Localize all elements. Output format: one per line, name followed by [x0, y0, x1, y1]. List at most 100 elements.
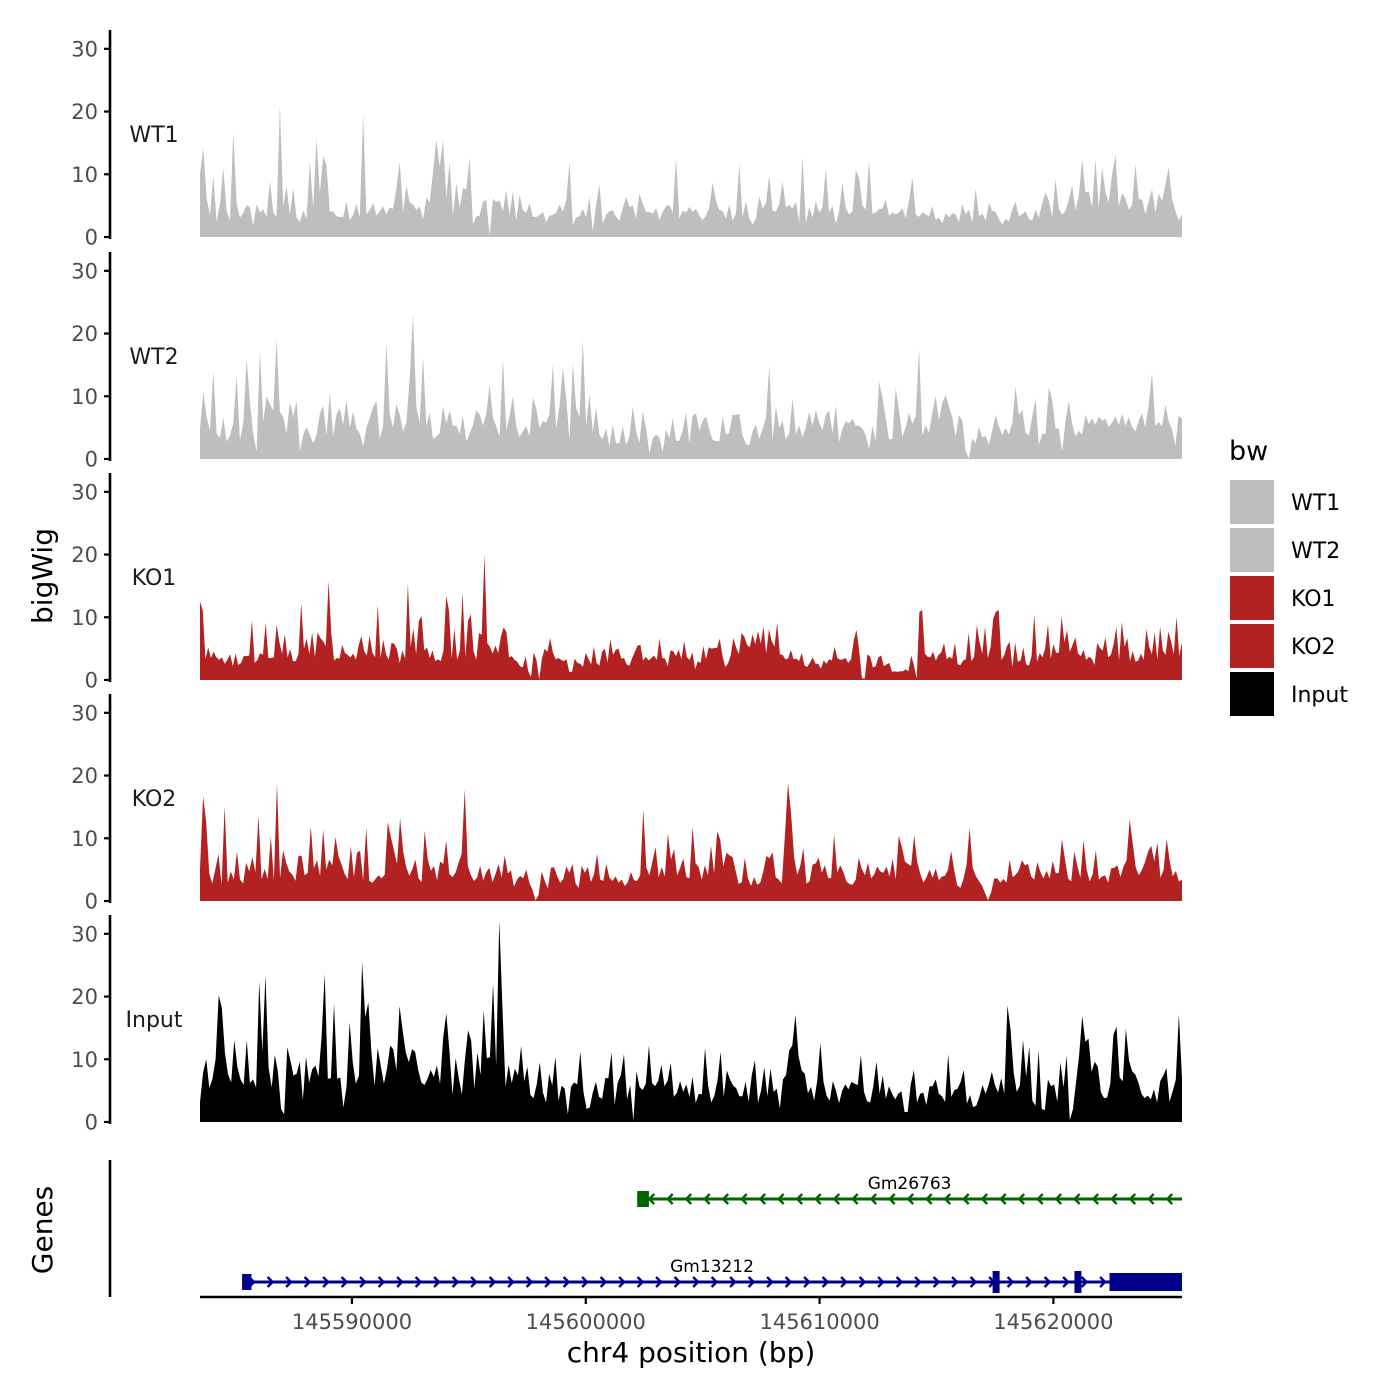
strand-arrow: [359, 1276, 367, 1288]
y-tick-label: 0: [85, 1111, 98, 1135]
y-axis-title: bigWig: [26, 528, 59, 624]
y-tick-label: 20: [71, 543, 98, 567]
exon: [1074, 1271, 1082, 1293]
strand-arrow: [340, 1276, 349, 1288]
strand-arrow: [729, 1276, 737, 1288]
strand-arrow: [470, 1276, 478, 1288]
legend: bw WT1 WT2 KO1 KO2 Input: [1229, 436, 1348, 716]
legend-swatch-wt2: [1230, 528, 1274, 572]
strand-arrow: [1017, 1193, 1026, 1205]
exon: [637, 1191, 649, 1207]
strand-arrow: [758, 1193, 767, 1205]
signal-area-wt2: [200, 314, 1182, 459]
y-tick-label: 0: [85, 226, 98, 250]
track-input: 0 10 20 30 Input: [71, 915, 1182, 1135]
strand-arrow: [673, 1276, 682, 1288]
x-axis: 145590000 145600000 145610000 145620000: [200, 1295, 1182, 1334]
y-tick-label: 0: [85, 448, 98, 472]
y-tick-label: 10: [71, 827, 98, 851]
x-tick-label: 145620000: [993, 1310, 1113, 1334]
strand-arrow: [599, 1276, 608, 1288]
strand-arrow: [1006, 1276, 1015, 1288]
y-tick-label: 20: [71, 322, 98, 346]
strand-arrow: [906, 1193, 915, 1205]
track-label-ko2: KO2: [132, 787, 177, 812]
strand-arrow: [766, 1276, 774, 1288]
strand-arrow: [1043, 1276, 1052, 1288]
signal-area-ko1: [200, 554, 1182, 680]
strand-arrow: [795, 1193, 804, 1205]
strand-arrow: [266, 1276, 275, 1288]
strand-arrow: [821, 1276, 830, 1288]
y-tick-label: 20: [71, 100, 98, 124]
strand-arrow: [562, 1276, 571, 1288]
strand-arrow: [303, 1276, 312, 1288]
y-tick-label: 30: [71, 480, 98, 504]
strand-arrow: [932, 1276, 941, 1288]
track-wt2: 0 10 20 30 WT2: [71, 252, 1182, 472]
signal-area-ko2: [200, 783, 1182, 901]
strand-arrow: [544, 1276, 552, 1288]
strand-arrow: [951, 1276, 959, 1288]
strand-arrow: [784, 1276, 793, 1288]
legend-label-wt2: WT2: [1291, 539, 1340, 564]
strand-arrow: [803, 1276, 811, 1288]
strand-arrow: [877, 1276, 885, 1288]
legend-label-wt1: WT1: [1291, 491, 1340, 516]
legend-swatch-wt1: [1230, 480, 1274, 524]
strand-arrow: [666, 1193, 674, 1205]
y-tick-label: 10: [71, 606, 98, 630]
exon: [1109, 1273, 1182, 1291]
strand-arrow: [1054, 1193, 1063, 1205]
y-tick-label: 20: [71, 764, 98, 788]
strand-arrow: [636, 1276, 645, 1288]
strand-arrow: [684, 1193, 693, 1205]
signal-area-input: [200, 920, 1182, 1122]
strand-arrow: [925, 1193, 933, 1205]
y-tick-label: 0: [85, 890, 98, 914]
y-tick-label: 10: [71, 385, 98, 409]
strand-arrow: [999, 1193, 1007, 1205]
exon: [992, 1271, 1000, 1293]
strand-arrow: [969, 1276, 978, 1288]
y-tick-label: 30: [71, 922, 98, 946]
track-ko1: 0 10 20 30 KO1: [71, 473, 1182, 693]
strand-arrow: [832, 1193, 841, 1205]
strand-arrow: [740, 1193, 748, 1205]
strand-arrow: [618, 1276, 626, 1288]
legend-swatch-ko1: [1230, 576, 1274, 620]
y-tick-label: 10: [71, 163, 98, 187]
strand-arrow: [507, 1276, 515, 1288]
strand-arrow: [1025, 1276, 1033, 1288]
signal-area-wt1: [200, 105, 1182, 238]
legend-label-ko2: KO2: [1291, 635, 1336, 660]
strand-arrow: [1080, 1276, 1089, 1288]
track-wt1: 0 10 20 30 WT1: [71, 30, 1182, 250]
gene-label: Gm13212: [670, 1257, 754, 1277]
strand-arrow: [777, 1193, 785, 1205]
strand-arrow: [840, 1276, 848, 1288]
strand-arrow: [888, 1193, 896, 1205]
track-label-ko1: KO1: [132, 566, 177, 591]
strand-arrow: [414, 1276, 423, 1288]
strand-arrow: [1128, 1193, 1137, 1205]
strand-arrow: [710, 1276, 719, 1288]
strand-arrow: [1091, 1193, 1100, 1205]
strand-arrow: [647, 1193, 656, 1205]
track-ko2: 0 10 20 30 KO2: [71, 694, 1182, 914]
y-tick-label: 0: [85, 669, 98, 693]
track-label-wt1: WT1: [129, 123, 178, 148]
strand-arrow: [433, 1276, 441, 1288]
gene-label: Gm26763: [868, 1174, 952, 1194]
strand-arrow: [858, 1276, 867, 1288]
strand-arrow: [396, 1276, 404, 1288]
genes-panel: Gm26763 Gm13212: [108, 1160, 1182, 1297]
strand-arrow: [1110, 1193, 1118, 1205]
strand-arrow: [1073, 1193, 1081, 1205]
gene-gm13212: Gm13212: [242, 1257, 1182, 1293]
strand-arrow: [962, 1193, 970, 1205]
exon: [242, 1274, 252, 1290]
strand-arrow: [721, 1193, 730, 1205]
strand-arrow: [895, 1276, 904, 1288]
legend-swatch-ko2: [1230, 624, 1274, 668]
